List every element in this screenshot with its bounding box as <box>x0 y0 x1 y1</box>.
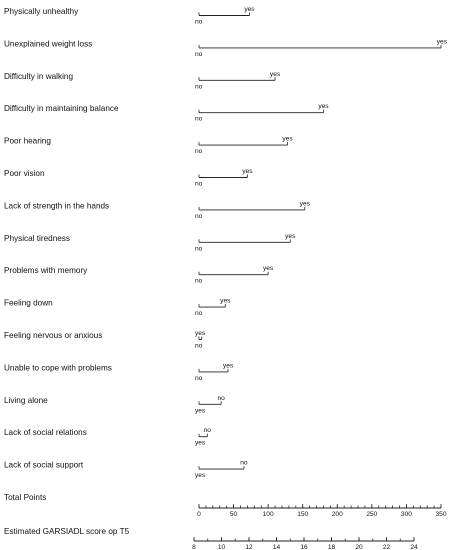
predictor-row: Feeling down no yes <box>4 298 231 318</box>
predictor-label: Poor hearing <box>4 137 51 146</box>
predictor-row: Difficulty in maintaining balance no yes <box>4 103 329 123</box>
predictor-label: Lack of social support <box>4 461 84 470</box>
level-label-high: yes <box>300 200 311 207</box>
level-label-low: no <box>195 83 203 90</box>
level-label-low: yes <box>195 407 206 414</box>
level-label-low: no <box>195 343 203 350</box>
predictor-label: Feeling nervous or anxious <box>4 331 102 340</box>
outcome-tick-label: 24 <box>410 544 418 550</box>
outcome-tick-label: 20 <box>355 544 363 550</box>
level-label-low: no <box>195 278 203 285</box>
predictor-label: Physically unhealthy <box>4 7 79 16</box>
level-label-high: yes <box>244 6 255 13</box>
total-points-tick-label: 250 <box>366 511 377 518</box>
predictor-label: Problems with memory <box>4 266 88 275</box>
total-points-label: Total Points <box>4 493 46 502</box>
total-points-tick-label: 350 <box>435 511 446 518</box>
predictor-row: Feeling nervous or anxious no yes <box>4 330 206 350</box>
level-label-low: yes <box>195 440 206 447</box>
level-label-low: no <box>195 51 203 58</box>
level-label-low: no <box>195 19 203 26</box>
total-points-tick-label: 100 <box>263 511 274 518</box>
predictor-label: Unable to cope with problems <box>4 363 112 372</box>
level-label-low: no <box>195 310 203 317</box>
outcome-label: Estimated GARSIADL score op T5 <box>4 527 130 536</box>
outcome-tick-label: 10 <box>218 544 226 550</box>
predictor-row: Physically unhealthy no yes <box>4 6 255 26</box>
outcome-tick-label: 8 <box>192 544 196 550</box>
level-label-high: yes <box>223 362 234 369</box>
predictor-row: Living alone yes no <box>4 395 225 415</box>
predictor-row: Poor vision no yes <box>4 168 253 188</box>
outcome-axis: Estimated GARSIADL score op T5 8 10 12 14 16 1… <box>4 527 418 550</box>
level-label-high: yes <box>318 103 329 110</box>
level-label-high: yes <box>270 71 281 78</box>
total-points-axis: Total Points 0 50 100 150 200 250 300 350 <box>4 493 447 518</box>
total-points-tick-label: 300 <box>401 511 412 518</box>
outcome-tick-label: 18 <box>328 544 336 550</box>
predictor-row: Unexplained weight loss no yes <box>4 38 448 58</box>
predictor-label: Feeling down <box>4 299 53 308</box>
predictor-label: Poor vision <box>4 169 45 178</box>
level-label-low: no <box>195 245 203 252</box>
level-label-low: no <box>195 375 203 382</box>
outcome-tick-label: 22 <box>383 544 391 550</box>
level-label-low: no <box>195 116 203 123</box>
predictor-label: Lack of strength in the hands <box>4 201 109 210</box>
outcome-tick-label: 12 <box>245 544 253 550</box>
predictor-row: Unable to cope with problems no yes <box>4 362 234 382</box>
total-points-tick-label: 200 <box>332 511 343 518</box>
level-label-high: no <box>204 427 212 434</box>
level-label-high: yes <box>220 298 231 305</box>
predictor-row: Lack of strength in the hands no yes <box>4 200 311 220</box>
predictor-label: Physical tiredness <box>4 234 70 243</box>
level-label-high: no <box>217 395 225 402</box>
total-points-tick-label: 0 <box>197 511 201 518</box>
predictor-row: Difficulty in walking no yes <box>4 71 281 91</box>
predictor-row: Lack of social relations yes no <box>4 427 211 447</box>
level-label-low: no <box>195 213 203 220</box>
predictor-label: Difficulty in walking <box>4 72 73 81</box>
predictor-label: Difficulty in maintaining balance <box>4 104 119 113</box>
predictor-label: Living alone <box>4 396 48 405</box>
outcome-tick-label: 14 <box>273 544 281 550</box>
predictor-row: Problems with memory no yes <box>4 265 274 285</box>
total-points-tick-label: 150 <box>297 511 308 518</box>
level-label-low: no <box>195 181 203 188</box>
level-label-high: yes <box>263 265 274 272</box>
level-label-high: yes <box>282 136 293 143</box>
level-label-high: yes <box>437 38 448 45</box>
predictor-row: Physical tiredness no yes <box>4 233 296 253</box>
predictor-row: Lack of social support yes no <box>4 460 248 480</box>
level-label-high: no <box>240 460 248 467</box>
level-label-high: yes <box>195 330 206 337</box>
total-points-tick-label: 50 <box>230 511 238 518</box>
predictor-label: Lack of social relations <box>4 428 87 437</box>
level-label-high: yes <box>285 233 296 240</box>
level-label-high: yes <box>242 168 253 175</box>
predictor-row: Poor hearing no yes <box>4 136 293 156</box>
predictor-label: Unexplained weight loss <box>4 39 92 48</box>
level-label-low: yes <box>195 472 206 479</box>
level-label-low: no <box>195 148 203 155</box>
outcome-tick-label: 16 <box>300 544 308 550</box>
